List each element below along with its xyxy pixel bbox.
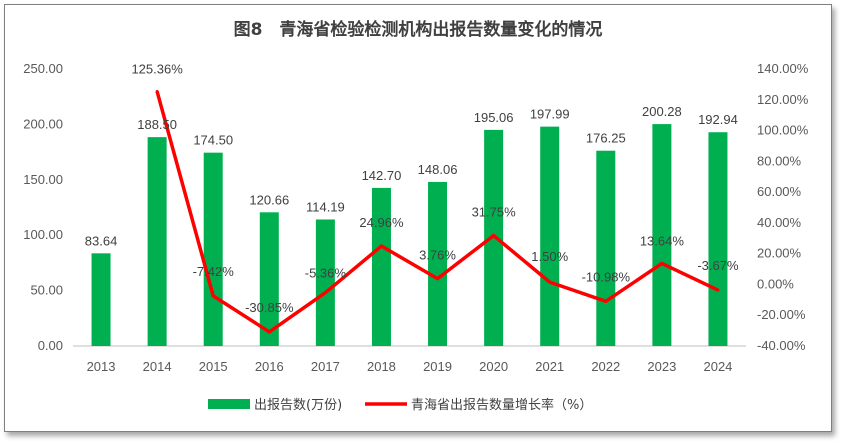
x-axis-tick-label: 2016 bbox=[255, 359, 284, 374]
x-axis-tick-label: 2022 bbox=[591, 359, 620, 374]
right-axis-tick-label: 120.00% bbox=[757, 92, 809, 107]
x-axis-tick-label: 2020 bbox=[479, 359, 508, 374]
bar-2016 bbox=[259, 212, 279, 346]
x-axis-tick-label: 2014 bbox=[143, 359, 172, 374]
bar-data-label: 200.28 bbox=[642, 104, 682, 119]
chart-title: 图8 青海省检验检测机构出报告数量变化的情况 bbox=[234, 19, 603, 40]
left-axis-tick-label: 150.00 bbox=[23, 172, 63, 187]
left-axis: 0.00 50.00 100.00 150.00 200.00 250.00 bbox=[23, 61, 63, 353]
growth-point-2017 bbox=[323, 291, 327, 295]
x-axis-tick-label: 2015 bbox=[199, 359, 228, 374]
chart-canvas: 图8 青海省检验检测机构出报告数量变化的情况 0.00 50.00 100.00 15… bbox=[23, 19, 809, 413]
bar-data-label: 148.06 bbox=[418, 162, 458, 177]
bar-data-label: 142.70 bbox=[362, 168, 402, 183]
bar-data-label: 83.64 bbox=[85, 233, 118, 248]
bar-data-label: 114.19 bbox=[306, 199, 345, 214]
bar-2014 bbox=[147, 137, 167, 346]
growth-point-2021 bbox=[548, 280, 552, 284]
x-axis-tick-label: 2024 bbox=[703, 359, 732, 374]
line-data-label: 13.64% bbox=[640, 233, 685, 248]
bar-data-label: 195.06 bbox=[474, 110, 514, 125]
left-axis-tick-label: 100.00 bbox=[23, 227, 63, 242]
growth-point-2018 bbox=[379, 244, 383, 248]
line-data-label: 24.96% bbox=[359, 215, 404, 230]
growth-point-2020 bbox=[492, 234, 496, 238]
right-axis-tick-label: -20.00% bbox=[757, 307, 806, 322]
bar-2013 bbox=[91, 253, 111, 346]
bar-data-label: 188.50 bbox=[137, 117, 177, 132]
line-series bbox=[155, 90, 720, 334]
left-axis-tick-label: 200.00 bbox=[23, 116, 63, 131]
bar-2022 bbox=[596, 150, 616, 346]
legend: 出报告数(万份) 青海省出报告数量增长率（%） bbox=[208, 397, 592, 413]
left-axis-tick-label: 250.00 bbox=[23, 61, 63, 76]
right-axis-tick-label: 140.00% bbox=[757, 61, 809, 76]
line-data-label: -30.85% bbox=[245, 300, 294, 315]
line-data-label: -5.36% bbox=[305, 266, 347, 281]
chart-frame: 图8 青海省检验检测机构出报告数量变化的情况 0.00 50.00 100.00 15… bbox=[4, 4, 832, 432]
bar-2024 bbox=[708, 132, 728, 346]
right-axis-tick-label: 40.00% bbox=[757, 215, 802, 230]
bar-2017 bbox=[315, 219, 335, 346]
bar-2019 bbox=[428, 181, 448, 346]
line-data-label: -3.67% bbox=[697, 258, 739, 273]
bar-2018 bbox=[371, 187, 391, 346]
legend-label-bar: 出报告数(万份) bbox=[254, 398, 342, 413]
x-axis-tick-label: 2021 bbox=[535, 359, 564, 374]
left-axis-tick-label: 50.00 bbox=[30, 283, 63, 298]
line-data-label: 1.50% bbox=[531, 249, 568, 264]
growth-point-2015 bbox=[211, 294, 215, 298]
legend-swatch-bar bbox=[208, 399, 250, 409]
bar-series bbox=[91, 124, 728, 347]
legend-label-line: 青海省出报告数量增长率（%） bbox=[411, 397, 592, 413]
growth-point-2014 bbox=[155, 90, 159, 94]
bar-2023 bbox=[652, 124, 672, 347]
x-axis: 2013 2014 2015 2016 2017 2018 2019 2020 2021 2022… bbox=[73, 345, 746, 374]
x-axis-tick-label: 2019 bbox=[423, 359, 452, 374]
line-data-label: -10.98% bbox=[582, 269, 631, 284]
bar-data-label: 120.66 bbox=[249, 192, 289, 207]
line-data-label: 31.75% bbox=[472, 205, 517, 220]
x-axis-tick-label: 2023 bbox=[647, 359, 676, 374]
right-axis-tick-label: 60.00% bbox=[757, 184, 802, 199]
bar-data-label: 174.50 bbox=[193, 133, 233, 148]
bar-data-labels: 83.64 188.50 174.50 120.66 114.19 142.70 148.0… bbox=[85, 104, 738, 248]
x-axis-tick-label: 2018 bbox=[367, 359, 396, 374]
right-axis-tick-label: 0.00% bbox=[757, 276, 794, 291]
right-axis-tick-label: 20.00% bbox=[757, 246, 802, 261]
bar-2021 bbox=[540, 126, 560, 347]
bar-data-label: 192.94 bbox=[698, 112, 738, 127]
bar-2020 bbox=[484, 129, 504, 346]
bar-2015 bbox=[203, 152, 223, 346]
bar-data-label: 176.25 bbox=[586, 131, 626, 146]
line-data-label: -7.42% bbox=[193, 264, 235, 279]
right-axis-tick-label: -40.00% bbox=[757, 338, 806, 353]
growth-point-2022 bbox=[604, 299, 608, 303]
line-data-label: 125.36% bbox=[131, 62, 183, 77]
x-axis-tick-label: 2013 bbox=[87, 359, 116, 374]
growth-point-2023 bbox=[660, 261, 664, 265]
bar-data-label: 197.99 bbox=[530, 107, 570, 122]
growth-point-2019 bbox=[436, 277, 440, 281]
right-axis-tick-label: 100.00% bbox=[757, 123, 809, 138]
left-axis-tick-label: 0.00 bbox=[38, 338, 63, 353]
right-axis-tick-label: 80.00% bbox=[757, 153, 802, 168]
line-data-label: 3.76% bbox=[419, 248, 456, 263]
line-data-labels: 125.36% -7.42% -30.85% -5.36% 24.96% 3.76% 31.… bbox=[131, 62, 739, 315]
right-axis: -40.00% -20.00% 0.00% 20.00% 40.00% 60.00% 80.… bbox=[757, 61, 809, 353]
x-axis-tick-label: 2017 bbox=[311, 359, 340, 374]
growth-point-2024 bbox=[716, 288, 720, 292]
growth-point-2016 bbox=[267, 330, 271, 334]
